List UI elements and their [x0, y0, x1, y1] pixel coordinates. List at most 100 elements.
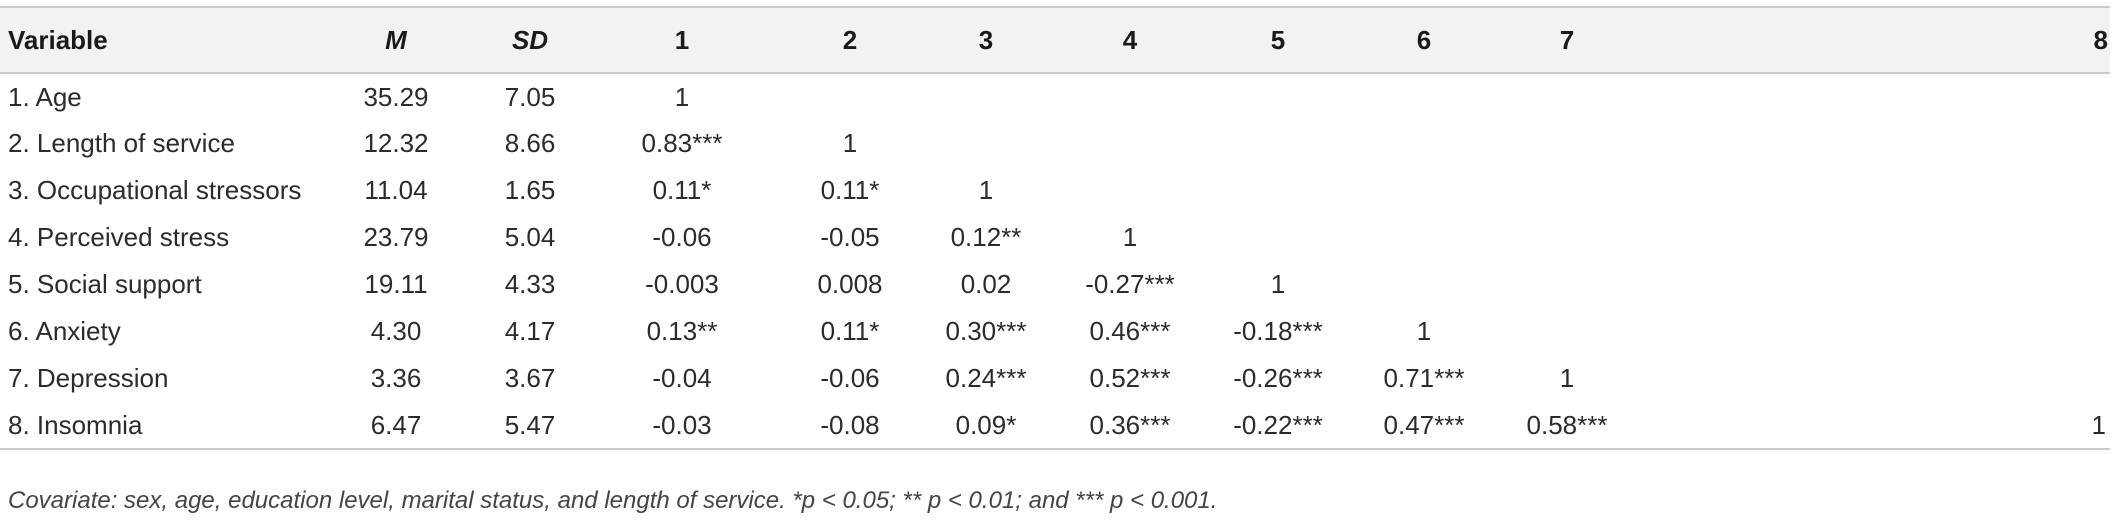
table-cell — [1620, 120, 2110, 167]
table-cell — [1620, 214, 2110, 261]
table-cell — [1514, 167, 1620, 214]
header-col-2: 2 — [766, 6, 934, 74]
header-col-1: 1 — [598, 6, 766, 74]
table-cell: 0.11* — [652, 175, 712, 205]
table-cell: -0.26*** — [1233, 363, 1323, 393]
table-cell: 1 — [842, 128, 858, 158]
table-cell: 0.71*** — [1383, 363, 1465, 393]
table-cell: 1 — [1620, 402, 2110, 450]
table-row: 1. Age 35.29 7.05 1 — [0, 73, 2110, 120]
table-header: Variable M SD 1 2 3 4 5 6 7 8 — [0, 6, 2110, 74]
table-row: 7. Depression 3.36 3.67 -0.04 -0.06 0.24*** 0.… — [0, 355, 2110, 402]
table-cell — [1620, 167, 2110, 214]
header-col-5: 5 — [1222, 6, 1334, 74]
table-cell: 11.04 — [364, 175, 428, 205]
table-cell: 7.05 — [504, 81, 556, 112]
table-cell: 1 — [1270, 269, 1286, 299]
row-variable-label: 8. Insomnia — [0, 402, 330, 450]
table-cell — [1222, 73, 1334, 120]
table-cell: 0.24*** — [945, 363, 1027, 393]
row-variable-label: 1. Age — [8, 81, 82, 112]
table-cell — [1620, 261, 2110, 308]
table-cell: 4.17 — [504, 316, 556, 346]
table-row: 4. Perceived stress 23.79 5.04 -0.06 -0.05 0.… — [0, 214, 2110, 261]
table-cell: 0.13** — [646, 316, 718, 346]
table-cell: 0.11* — [820, 175, 880, 205]
table-cell: 0.47*** — [1334, 402, 1514, 450]
table-row: 5. Social support 19.11 4.33 -0.003 0.008 0.0… — [0, 261, 2110, 308]
table-cell — [934, 120, 1038, 167]
table-row: 2. Length of service 12.32 8.66 0.83*** 1 — [0, 120, 2110, 167]
table-cell: 0.11* — [820, 316, 880, 346]
table-cell — [934, 73, 1038, 120]
table-cell — [1334, 167, 1514, 214]
table-cell — [1514, 120, 1620, 167]
table-cell: -0.003 — [645, 269, 719, 299]
header-col-6: 6 — [1334, 6, 1514, 74]
table-cell — [1334, 214, 1514, 261]
table-cell: -0.08 — [766, 402, 934, 450]
header-variable: Variable — [0, 6, 330, 74]
table-cell: 0.36*** — [1038, 402, 1222, 450]
table-cell — [1514, 73, 1620, 120]
table-cell: -0.27*** — [1085, 269, 1175, 299]
table-cell: -0.04 — [652, 363, 712, 393]
table-cell: 1.65 — [504, 175, 556, 205]
correlation-table: Variable M SD 1 2 3 4 5 6 7 8 1. Age 35.2… — [0, 6, 2110, 450]
table-cell: 0.46*** — [1089, 316, 1171, 346]
table-cell: 3.67 — [504, 363, 556, 393]
table-cell — [1620, 73, 2110, 120]
table-cell: 1 — [1416, 316, 1432, 346]
table-row: 6. Anxiety 4.30 4.17 0.13** 0.11* 0.30*** 0.46… — [0, 308, 2110, 355]
table-cell: 0.008 — [817, 269, 883, 299]
table-row: 8. Insomnia 6.47 5.47 -0.03 -0.08 0.09* 0.36**… — [0, 402, 2110, 450]
row-variable-label: 7. Depression — [8, 363, 169, 393]
table-cell — [766, 73, 934, 120]
table-cell: 1 — [1122, 222, 1138, 252]
header-col-7: 7 — [1514, 6, 1620, 74]
table-cell — [1334, 120, 1514, 167]
row-variable-label: 3. Occupational stressors — [8, 175, 302, 205]
table-cell: 1 — [674, 81, 690, 112]
header-col-4: 4 — [1038, 6, 1222, 74]
table-footnote: Covariate: sex, age, education level, ma… — [8, 487, 1218, 514]
table-cell: 1 — [1559, 363, 1575, 393]
table-cell: 0.58*** — [1514, 402, 1620, 450]
table-cell: 12.32 — [363, 128, 429, 158]
table-cell: -0.18*** — [1233, 316, 1323, 346]
table-cell: 35.29 — [363, 81, 429, 112]
table-cell — [1222, 167, 1334, 214]
table-row: 3. Occupational stressors 11.04 1.65 0.11* 0… — [0, 167, 2110, 214]
table-cell — [1222, 214, 1334, 261]
row-variable-label: 6. Anxiety — [8, 316, 121, 346]
table-cell: 1 — [978, 175, 994, 205]
table-cell: 5.47 — [462, 402, 598, 450]
table-cell — [1222, 120, 1334, 167]
table-cell: 0.02 — [960, 269, 1012, 299]
header-row: Variable M SD 1 2 3 4 5 6 7 8 — [0, 6, 2110, 74]
table-cell: 0.52*** — [1089, 363, 1171, 393]
table-cell — [1514, 308, 1620, 355]
table-cell: -0.06 — [652, 222, 712, 252]
header-sd: SD — [462, 6, 598, 74]
table-cell: 4.33 — [504, 269, 556, 299]
table-body: 1. Age 35.29 7.05 1 2. Length of service 12.3… — [0, 73, 2110, 450]
table-cell: -0.03 — [598, 402, 766, 450]
table-cell — [1514, 261, 1620, 308]
table-cell — [1620, 355, 2110, 402]
table-cell — [1334, 261, 1514, 308]
table-cell — [1334, 73, 1514, 120]
table-cell: 0.09* — [934, 402, 1038, 450]
table-cell: 4.30 — [370, 316, 422, 346]
table-cell — [1620, 308, 2110, 355]
table-cell: 0.12** — [950, 222, 1022, 252]
table-cell: 23.79 — [363, 222, 429, 252]
table-cell: 0.30*** — [945, 316, 1027, 346]
table-cell: -0.06 — [820, 363, 880, 393]
table-cell: -0.05 — [820, 222, 880, 252]
table-cell: 0.83*** — [641, 128, 723, 158]
header-col-8: 8 — [1620, 6, 2110, 74]
table-cell — [1514, 214, 1620, 261]
row-variable-label: 2. Length of service — [8, 128, 235, 158]
